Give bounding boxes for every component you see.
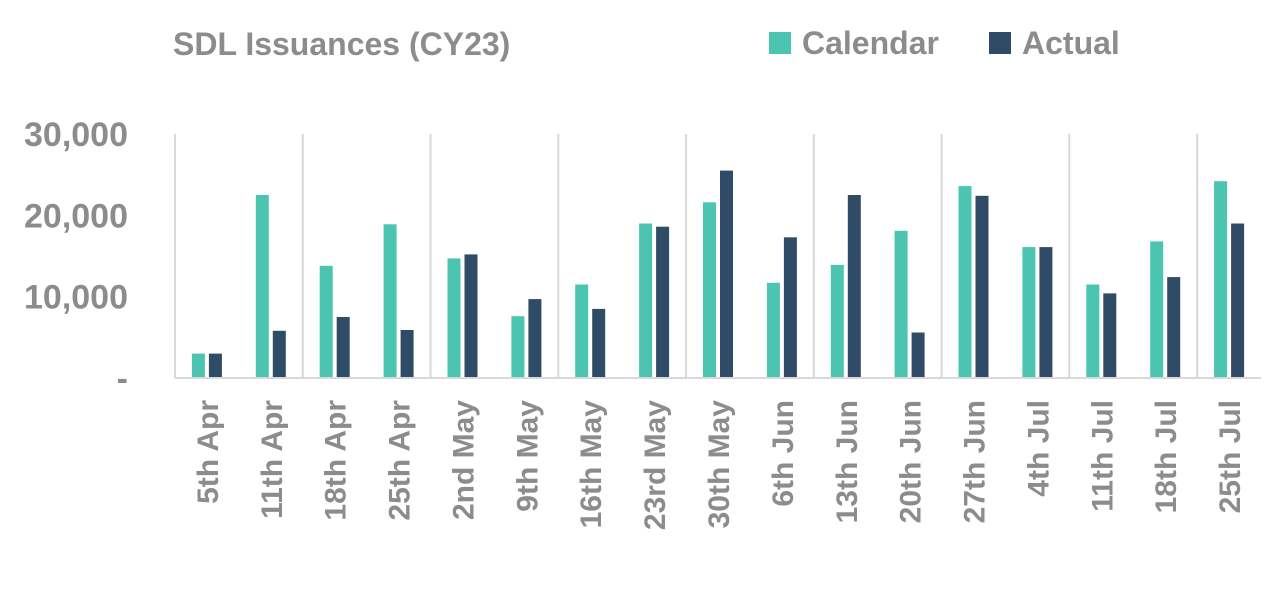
- legend-swatch-actual: [989, 32, 1011, 54]
- x-tick-label-18th-apr: 18th Apr: [320, 400, 353, 521]
- bar-calendar-18th-jul: [1150, 241, 1164, 378]
- x-axis-ticks: 5th Apr 11th Apr 18th Apr 25th Apr 2nd May 9t…: [192, 400, 1247, 530]
- bar-actual-25th-jul: [1231, 223, 1245, 378]
- bar-actual-5th-apr: [208, 353, 222, 378]
- legend: Calendar Actual: [769, 25, 1120, 61]
- x-tick-label-25th-jul: 25th Jul: [1214, 400, 1247, 513]
- x-tick-label-11th-apr: 11th Apr: [256, 400, 289, 519]
- bar-calendar-4th-jul: [1022, 247, 1036, 378]
- bar-actual-25th-apr: [400, 330, 414, 378]
- bar-calendar-30th-may: [703, 202, 716, 378]
- bar-actual-20th-jun: [911, 332, 925, 378]
- legend-label-actual: Actual: [1022, 25, 1120, 61]
- y-tick-label: 20,000: [24, 197, 128, 235]
- bar-calendar-13th-jun: [830, 264, 844, 378]
- bar-calendar-11th-apr: [255, 195, 269, 378]
- x-tick-label-11th-jul: 11th Jul: [1086, 400, 1119, 512]
- bar-actual-18th-jul: [1167, 277, 1181, 378]
- x-tick-label-30th-may: 30th May: [703, 400, 736, 529]
- bar-calendar-2nd-may: [447, 258, 461, 378]
- bars: [191, 170, 1245, 378]
- bar-actual-23rd-may: [656, 226, 670, 378]
- bar-calendar-11th-jul: [1086, 284, 1100, 378]
- bar-actual-2nd-may: [464, 254, 478, 378]
- x-tick-label-27th-jun: 27th Jun: [959, 400, 992, 523]
- bar-actual-27th-jun: [975, 195, 989, 378]
- chart-title: SDL Issuances (CY23): [173, 26, 510, 62]
- x-tick-label-18th-jul: 18th Jul: [1150, 400, 1183, 513]
- bar-actual-11th-jul: [1103, 293, 1117, 378]
- x-tick-label-20th-jun: 20th Jun: [895, 400, 928, 523]
- x-tick-label-6th-jun: 6th Jun: [767, 400, 800, 507]
- x-tick-label-25th-apr: 25th Apr: [384, 400, 417, 521]
- bar-actual-4th-jul: [1039, 247, 1053, 378]
- bar-calendar-18th-apr: [319, 265, 333, 378]
- legend-label-calendar: Calendar: [802, 25, 939, 61]
- bar-calendar-27th-jun: [958, 186, 972, 378]
- bar-calendar-16th-may: [575, 284, 589, 378]
- x-tick-label-23rd-may: 23rd May: [639, 400, 672, 530]
- bar-actual-13th-jun: [847, 195, 861, 378]
- bar-calendar-6th-jun: [766, 282, 780, 378]
- bar-actual-11th-apr: [272, 330, 286, 378]
- x-tick-label-13th-jun: 13th Jun: [831, 400, 864, 523]
- bar-actual-6th-jun: [783, 237, 797, 378]
- y-tick-label: 30,000: [24, 116, 128, 154]
- bar-calendar-20th-jun: [894, 230, 908, 378]
- bar-actual-30th-may: [720, 170, 733, 378]
- bar-actual-9th-may: [528, 299, 542, 378]
- bar-calendar-23rd-may: [639, 223, 653, 378]
- legend-swatch-calendar: [769, 32, 791, 54]
- x-tick-label-5th-apr: 5th Apr: [192, 400, 225, 504]
- y-tick-label: 10,000: [24, 279, 128, 317]
- bar-calendar-25th-jul: [1214, 181, 1228, 378]
- bar-actual-16th-may: [592, 308, 606, 378]
- bar-calendar-9th-may: [511, 316, 525, 378]
- x-tick-label-4th-jul: 4th Jul: [1022, 400, 1055, 497]
- grid-lines: [174, 134, 1199, 378]
- x-tick-label-9th-may: 9th May: [511, 400, 544, 512]
- y-axis-ticks: - 10,000 20,000 30,000: [24, 116, 128, 398]
- y-tick-label: -: [117, 360, 128, 398]
- bar-actual-18th-apr: [336, 317, 350, 378]
- x-tick-label-2nd-may: 2nd May: [447, 400, 480, 520]
- bar-calendar-5th-apr: [191, 353, 205, 378]
- x-tick-label-16th-may: 16th May: [575, 400, 608, 529]
- bar-calendar-25th-apr: [383, 224, 397, 378]
